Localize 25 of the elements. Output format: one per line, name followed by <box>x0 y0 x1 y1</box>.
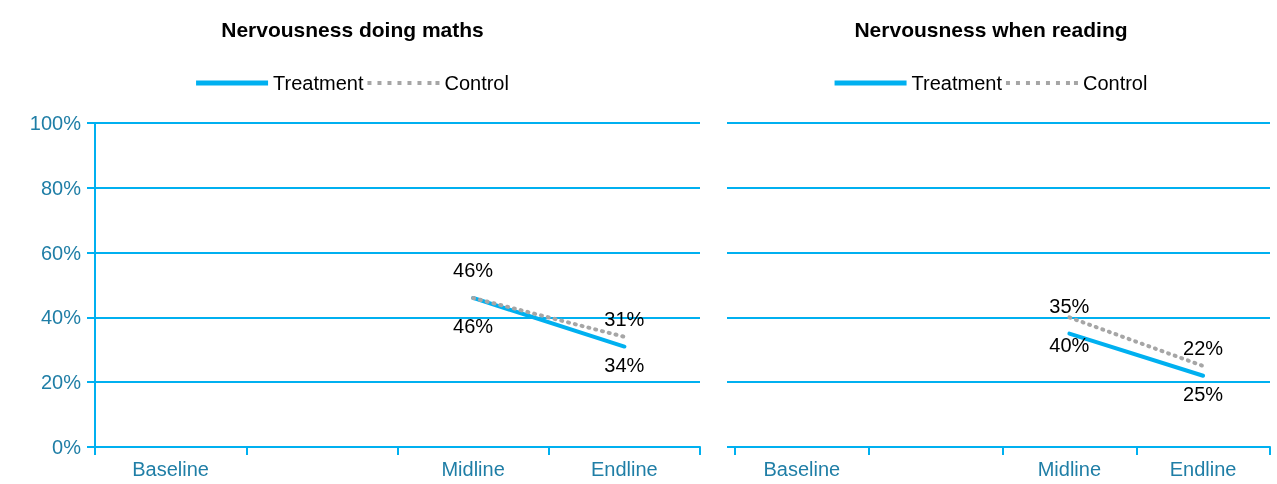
x-tick-label: Midline <box>441 458 505 480</box>
chart-title: Nervousness when reading <box>854 18 1128 41</box>
data-label: 22% <box>1183 336 1224 359</box>
legend-label: Control <box>1082 72 1148 94</box>
x-tick-label: Baseline <box>132 458 209 480</box>
y-tick-label: 60% <box>40 241 82 264</box>
data-label: 25% <box>1183 383 1224 405</box>
data-label: 35% <box>1049 294 1090 317</box>
y-tick-label: 100% <box>29 112 82 134</box>
data-label: 46% <box>453 314 494 337</box>
legend-label: Control <box>444 72 509 94</box>
x-tick-label: Endline <box>1169 458 1237 480</box>
y-tick-label: 0% <box>52 436 82 458</box>
x-tick-label: Endline <box>591 458 658 480</box>
data-label: 40% <box>1049 334 1090 357</box>
x-tick-label: Baseline <box>763 458 841 480</box>
y-tick-label: 20% <box>40 371 82 394</box>
chart-title: Nervousness doing maths <box>221 18 484 41</box>
data-label: 46% <box>453 258 494 281</box>
x-tick-label: Midline <box>1037 458 1102 480</box>
legend-label: Treatment <box>911 72 1003 94</box>
legend-label: Treatment <box>273 72 364 94</box>
y-tick-label: 40% <box>40 306 82 329</box>
data-label: 34% <box>604 353 645 376</box>
y-tick-label: 80% <box>40 176 82 199</box>
